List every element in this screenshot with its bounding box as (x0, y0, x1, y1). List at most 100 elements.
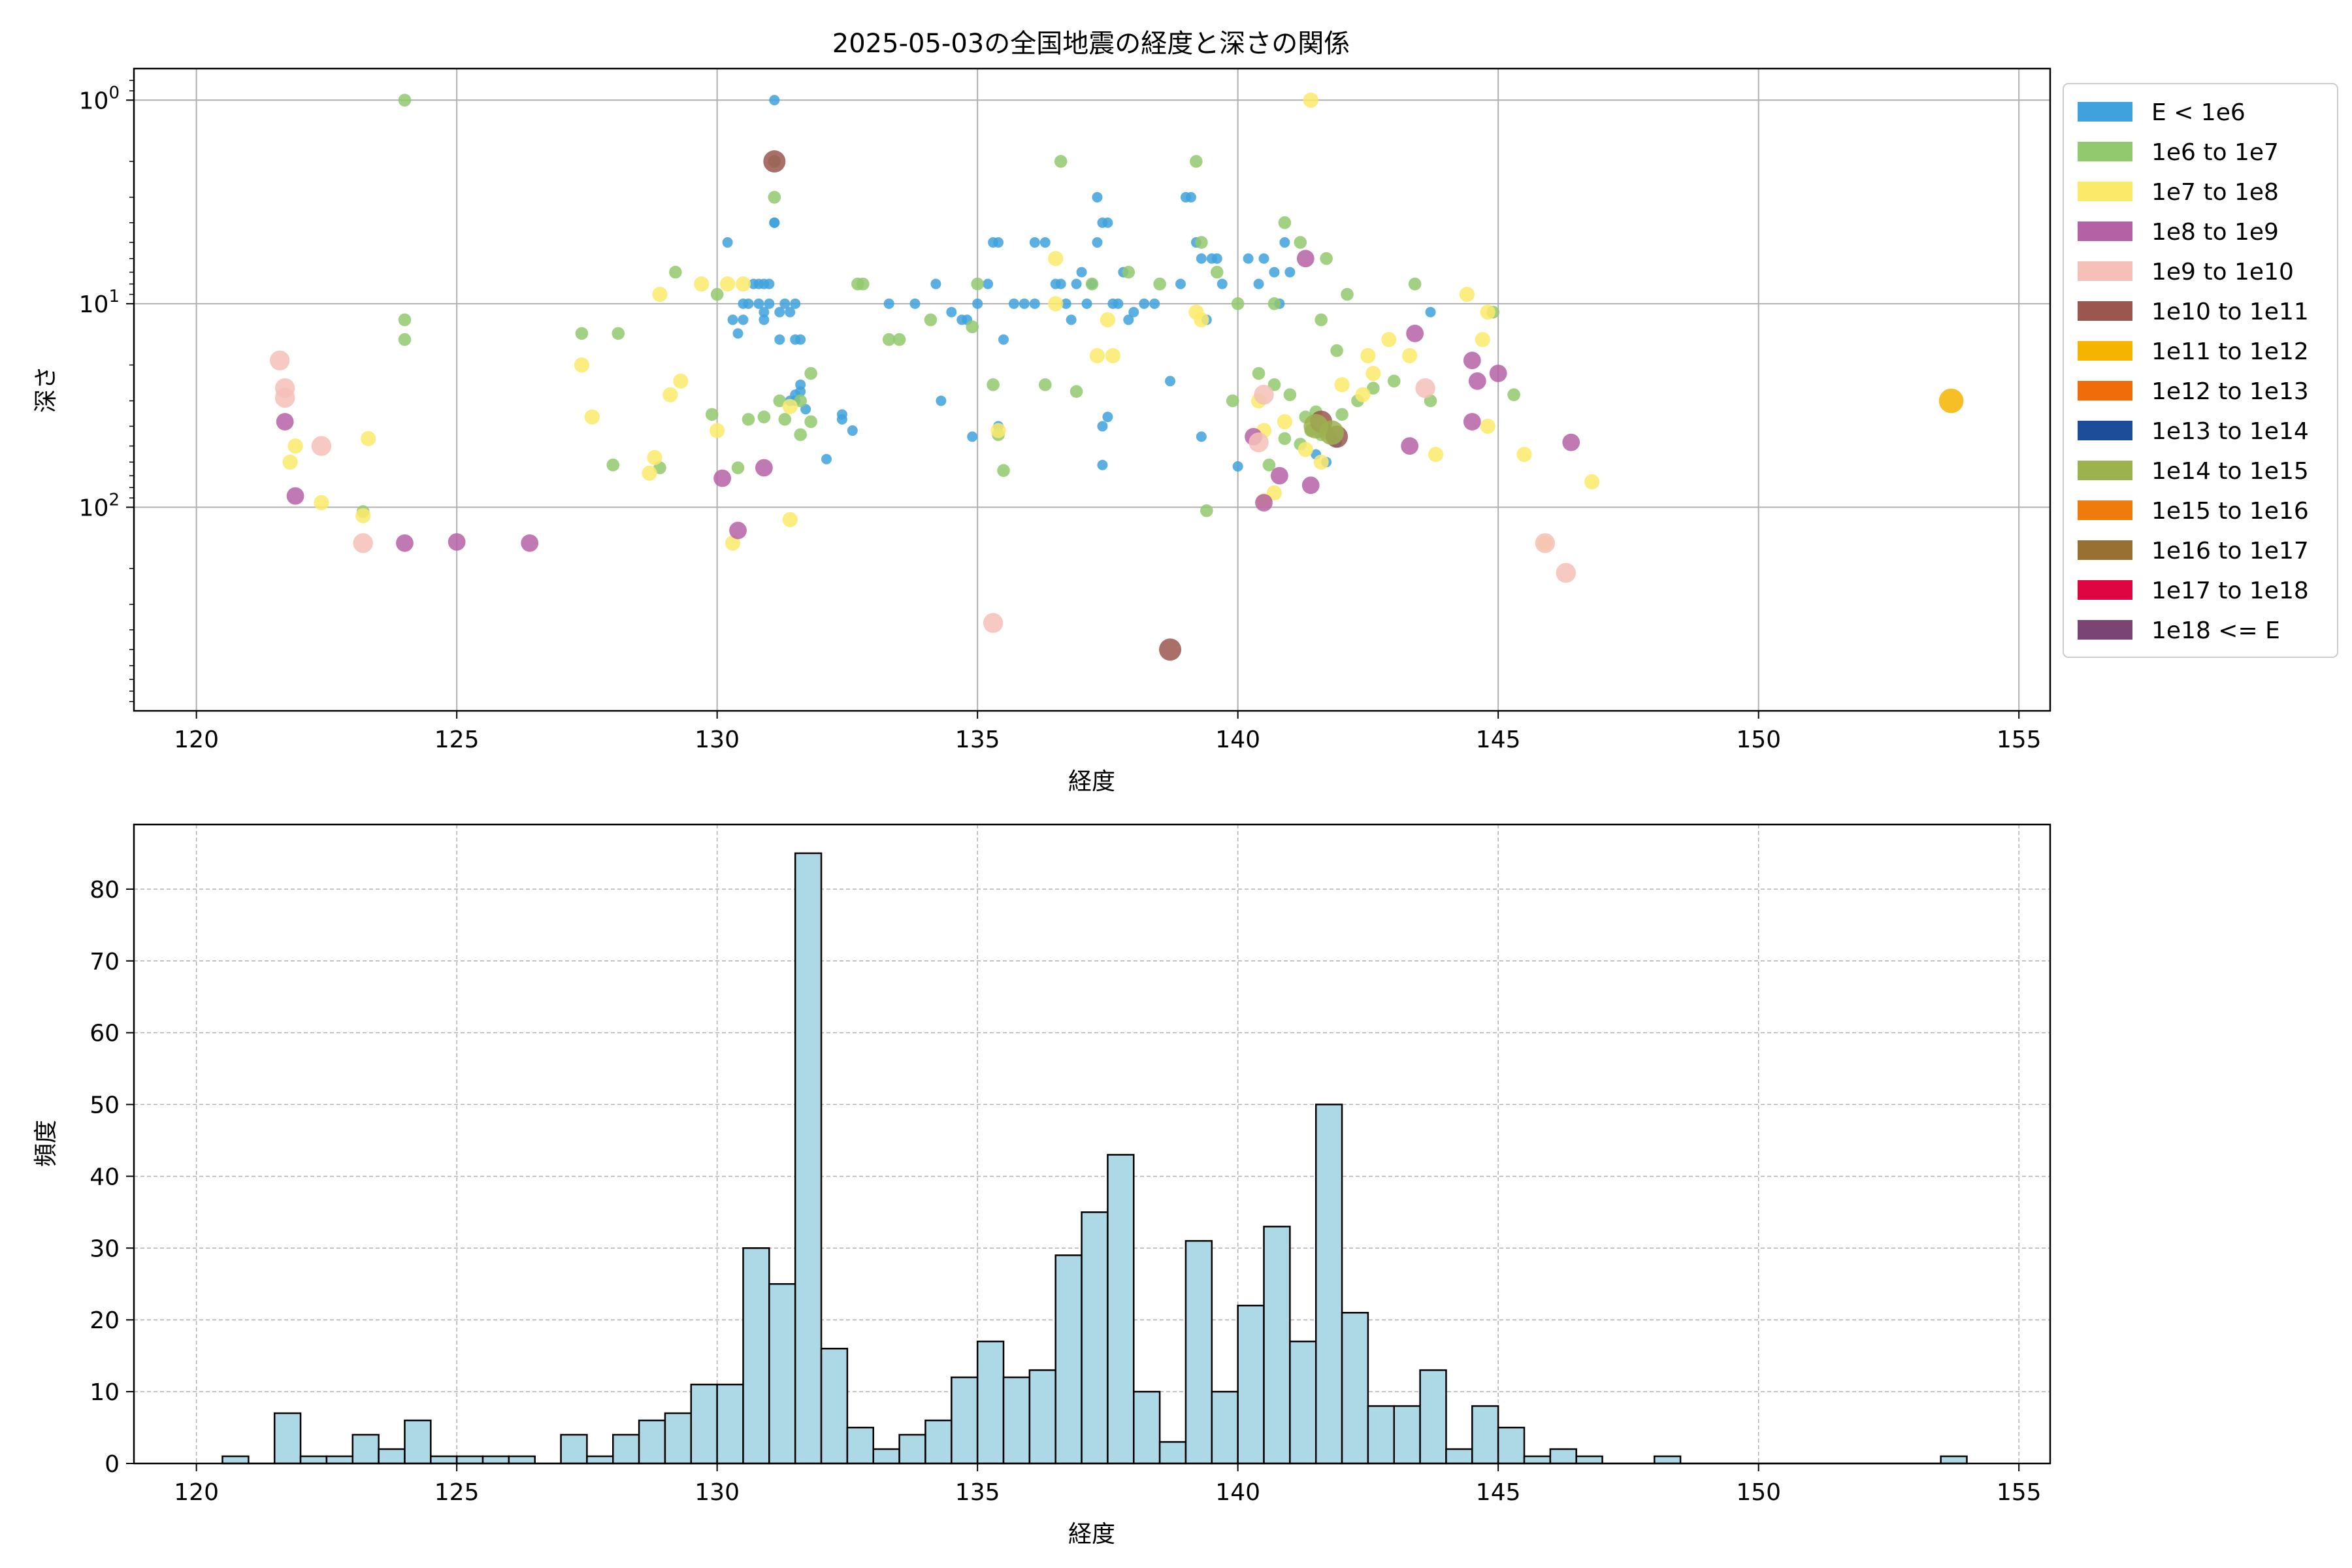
scatter-point (1055, 278, 1066, 289)
legend-swatch (2078, 341, 2132, 361)
scatter-point (987, 378, 1000, 391)
scatter-point (847, 425, 858, 436)
histogram-x-tick-label: 130 (694, 1479, 740, 1506)
legend-swatch (2078, 221, 2132, 241)
scatter-point (1139, 298, 1150, 309)
scatter-point (967, 431, 978, 442)
scatter-point (883, 298, 894, 309)
scatter-point (1425, 306, 1436, 318)
scatter-point (1320, 252, 1333, 265)
scatter-x-tick-label: 135 (955, 727, 1000, 753)
scatter-point (795, 334, 806, 345)
legend-label: 1e11 to 1e12 (2151, 338, 2309, 365)
histogram-bar (1158, 1441, 1187, 1465)
scatter-point (727, 314, 738, 325)
scatter-point (1019, 298, 1030, 309)
histogram-bar (1289, 1340, 1317, 1465)
scatter-point (892, 333, 906, 346)
scatter-point (1408, 277, 1422, 291)
histogram-bar (664, 1412, 693, 1465)
scatter-point (971, 277, 984, 291)
histogram-bar (846, 1426, 875, 1465)
scatter-plot-frame (133, 67, 2051, 712)
scatter-point (1128, 306, 1139, 318)
scatter-point (1113, 298, 1124, 309)
scatter-point (851, 277, 864, 291)
scatter-point (1217, 278, 1228, 289)
scatter-point (1076, 267, 1087, 278)
scatter-point (1097, 421, 1108, 432)
scatter-point (1360, 348, 1376, 363)
histogram-bar (1549, 1448, 1577, 1465)
scatter-point (1535, 533, 1556, 553)
scatter-x-ticks: 120 125 130 135 140 145 150 155 (174, 711, 2042, 753)
scatter-point (993, 237, 1004, 248)
scatter-point (1190, 155, 1203, 168)
scatter-point (1258, 253, 1269, 264)
histogram-bar (1523, 1455, 1552, 1465)
histogram-bar (1393, 1405, 1421, 1465)
scatter-point (355, 508, 371, 523)
scatter-point (1355, 387, 1371, 402)
histogram-x-tick-label: 125 (434, 1479, 480, 1506)
scatter-x-tick-label: 150 (1736, 727, 1781, 753)
scatter-point (983, 278, 994, 289)
legend-swatch (2078, 381, 2132, 400)
scatter-point (398, 313, 412, 327)
histogram-x-label: 経度 (1068, 1521, 1115, 1548)
scatter-point (1480, 418, 1495, 434)
scatter-point (1249, 432, 1269, 453)
scatter-point (1089, 348, 1105, 363)
scatter-point (722, 237, 733, 248)
scatter-point (763, 150, 786, 173)
histogram-bar (1133, 1390, 1161, 1465)
scatter-point (1149, 298, 1160, 309)
scatter-point (794, 428, 807, 442)
scatter-point (361, 431, 376, 446)
scatter-point (286, 487, 304, 505)
histogram-bar (1184, 1240, 1213, 1465)
scatter-point (769, 217, 780, 228)
scatter-point (1153, 277, 1166, 291)
histogram-bar (586, 1455, 614, 1465)
histogram-bar (221, 1455, 250, 1465)
histogram-bar (351, 1433, 380, 1465)
scatter-point (1296, 250, 1315, 268)
scatter-point (710, 423, 725, 438)
scatter-point (1029, 298, 1040, 309)
histogram-bar (455, 1455, 484, 1465)
scatter-point (1195, 236, 1208, 249)
scatter-point (729, 521, 747, 540)
histogram-x-tick-label: 140 (1215, 1479, 1260, 1506)
legend-label: 1e7 to 1e8 (2151, 179, 2279, 206)
histogram-x-tick-label: 145 (1476, 1479, 1521, 1506)
scatter-x-tick-label: 120 (174, 727, 219, 753)
legend-swatch (2078, 500, 2132, 520)
scatter-point (612, 327, 625, 340)
scatter-point (1165, 376, 1176, 387)
scatter-point (804, 415, 817, 429)
scatter-point (790, 298, 801, 309)
legend-label: 1e8 to 1e9 (2151, 219, 2279, 246)
scatter-point (773, 394, 787, 408)
histogram-y-tick-label: 0 (105, 1451, 120, 1478)
histogram-bar (1002, 1376, 1031, 1465)
histogram-y-tick-label: 10 (90, 1379, 120, 1406)
scatter-grid (134, 69, 2050, 711)
scatter-point (764, 278, 775, 289)
scatter-point (584, 409, 600, 425)
scatter-point (396, 534, 414, 552)
histogram-x-tick-label: 155 (1997, 1479, 2042, 1506)
scatter-point (1283, 388, 1297, 401)
scatter-point (1048, 296, 1064, 312)
scatter-point (1330, 344, 1343, 357)
histogram-bar (1654, 1455, 1682, 1465)
histogram-bar (378, 1448, 406, 1465)
scatter-point (1284, 267, 1296, 278)
scatter-point (753, 298, 764, 309)
histogram-bar (716, 1383, 744, 1465)
scatter-point (1159, 638, 1182, 661)
legend-swatch (2078, 142, 2132, 161)
scatter-point (276, 413, 294, 431)
histogram-bar (430, 1455, 458, 1465)
